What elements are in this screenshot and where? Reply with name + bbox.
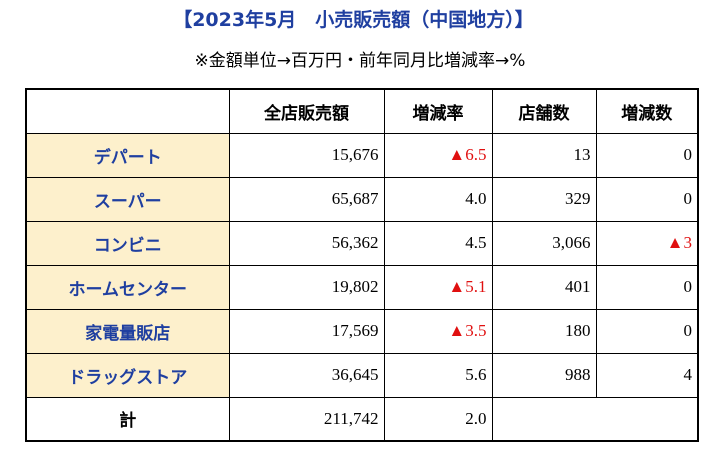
- rate-cell: 4.5: [383, 220, 493, 266]
- sales-cell: 19,802: [228, 264, 385, 310]
- total-sales-cell: 211,742: [228, 396, 385, 442]
- sales-cell: 15,676: [228, 132, 385, 178]
- category-cell: ホームセンター: [25, 264, 230, 310]
- total-row: 計 211,742 2.0: [25, 396, 699, 442]
- header-category: [25, 88, 230, 134]
- header-stores: 店舗数: [491, 88, 597, 134]
- sales-table: 全店販売額 増減率 店舗数 増減数 デパート 15,676 ▲6.5 13 0 …: [25, 88, 699, 442]
- stores-cell: 180: [491, 308, 597, 354]
- category-cell: ドラッグストア: [25, 352, 230, 398]
- header-change: 増減数: [595, 88, 699, 134]
- rate-cell: ▲5.1: [383, 264, 493, 310]
- header-rate: 増減率: [383, 88, 493, 134]
- stores-cell: 13: [491, 132, 597, 178]
- category-cell: デパート: [25, 132, 230, 178]
- change-cell: 4: [595, 352, 699, 398]
- rate-cell: 5.6: [383, 352, 493, 398]
- change-cell: 0: [595, 176, 699, 222]
- stores-cell: 988: [491, 352, 597, 398]
- table-row: ホームセンター 19,802 ▲5.1 401 0: [25, 264, 699, 310]
- sales-cell: 65,687: [228, 176, 385, 222]
- unit-note: ※金額単位→百万円・前年同月比増減率→%: [194, 51, 526, 71]
- stores-cell: 3,066: [491, 220, 597, 266]
- table-row: スーパー 65,687 4.0 329 0: [25, 176, 699, 222]
- change-cell: 0: [595, 132, 699, 178]
- category-cell: スーパー: [25, 176, 230, 222]
- rate-cell: 4.0: [383, 176, 493, 222]
- stores-cell: 401: [491, 264, 597, 310]
- page-title: 【2023年5月 小売販売額（中国地方）】: [173, 9, 534, 31]
- table-row: ドラッグストア 36,645 5.6 988 4: [25, 352, 699, 398]
- total-rate-cell: 2.0: [383, 396, 493, 442]
- stores-cell: 329: [491, 176, 597, 222]
- change-cell: ▲3: [595, 220, 699, 266]
- rate-cell: ▲3.5: [383, 308, 493, 354]
- change-cell: 0: [595, 308, 699, 354]
- change-cell: 0: [595, 264, 699, 310]
- category-cell: 家電量販店: [25, 308, 230, 354]
- sales-cell: 36,645: [228, 352, 385, 398]
- sales-cell: 56,362: [228, 220, 385, 266]
- table-row: 家電量販店 17,569 ▲3.5 180 0: [25, 308, 699, 354]
- rate-cell: ▲6.5: [383, 132, 493, 178]
- header-sales: 全店販売額: [228, 88, 385, 134]
- table-row: コンビニ 56,362 4.5 3,066 ▲3: [25, 220, 699, 266]
- sales-cell: 17,569: [228, 308, 385, 354]
- total-label: 計: [25, 396, 230, 442]
- header-row: 全店販売額 増減率 店舗数 増減数: [25, 88, 699, 134]
- table-row: デパート 15,676 ▲6.5 13 0: [25, 132, 699, 178]
- total-empty-cell: [491, 396, 699, 442]
- category-cell: コンビニ: [25, 220, 230, 266]
